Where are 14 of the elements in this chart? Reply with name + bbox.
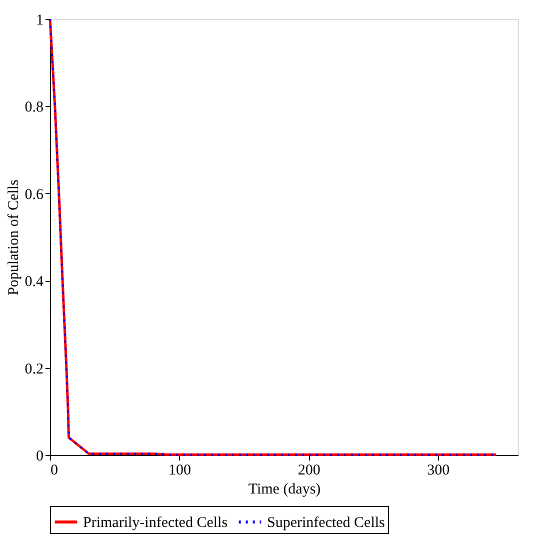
y-tick-label: 0.6 bbox=[24, 186, 44, 203]
y-axis-title: Population of Cells bbox=[6, 179, 22, 296]
legend-label: Superinfected Cells bbox=[267, 515, 386, 531]
x-tick-label: 0 bbox=[50, 462, 58, 478]
x-axis-title: Time (days) bbox=[248, 482, 321, 498]
x-tick-label: 200 bbox=[298, 462, 320, 478]
y-tick-label: 0.8 bbox=[24, 100, 44, 116]
y-tick-label: 0.2 bbox=[24, 361, 44, 378]
y-tick-label: 0.4 bbox=[24, 274, 44, 290]
y-tick-label: 0 bbox=[36, 448, 44, 464]
legend-label: Primarily-infected Cells bbox=[83, 515, 228, 531]
y-tick-label: 1 bbox=[36, 12, 44, 28]
x-tick-label: 100 bbox=[168, 462, 192, 478]
x-tick-label: 300 bbox=[427, 462, 450, 478]
